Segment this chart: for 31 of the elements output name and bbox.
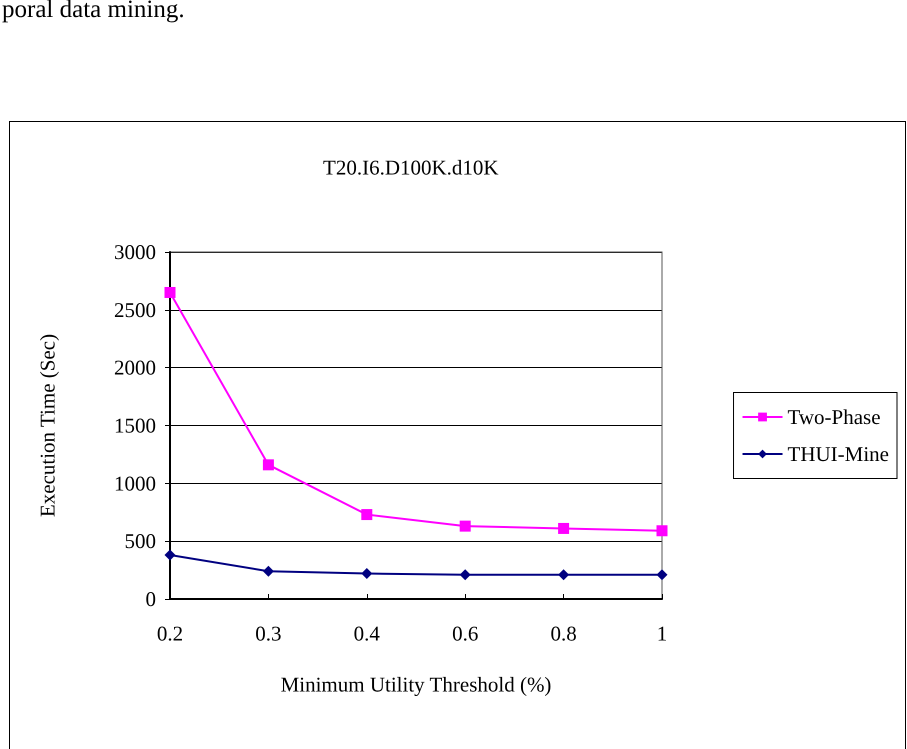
- y-tick-label: 500: [124, 529, 156, 554]
- x-tick-label: 0.6: [452, 622, 478, 646]
- point: [656, 525, 668, 536]
- x-tick-label: 0.2: [156, 622, 184, 646]
- y-tick-label: 1000: [114, 471, 156, 496]
- y-axis-title: Execution Time (Sec): [36, 334, 60, 518]
- x-tick-label: 0.3: [255, 622, 282, 646]
- point: [361, 568, 372, 580]
- x-tick-label: 1: [656, 622, 668, 646]
- y-tick-label: 0: [146, 587, 156, 611]
- point: [262, 566, 274, 577]
- point: [558, 522, 570, 534]
- point: [558, 569, 570, 580]
- legend-label: THUI-Mine: [788, 442, 890, 466]
- y-tick-label: 1500: [114, 414, 156, 438]
- x-axis-title: Minimum Utility Threshold (%): [280, 672, 552, 696]
- point: [656, 569, 668, 580]
- point: [460, 569, 471, 580]
- legend-label: Two-Phase: [788, 405, 881, 429]
- x-tick-label: 0.4: [354, 622, 380, 646]
- point: [361, 509, 372, 520]
- chart-title: T20.I6.D100K.d10K: [323, 156, 499, 180]
- x-tick-label: 0.8: [550, 622, 577, 646]
- point: [164, 286, 176, 298]
- point: [460, 520, 471, 532]
- point: [164, 550, 176, 561]
- point: [262, 459, 274, 470]
- text: poral data mining.: [2, 0, 185, 24]
- y-tick-label: 2500: [114, 298, 156, 322]
- y-tick-label: 3000: [114, 240, 156, 264]
- y-tick-label: 2000: [114, 356, 156, 380]
